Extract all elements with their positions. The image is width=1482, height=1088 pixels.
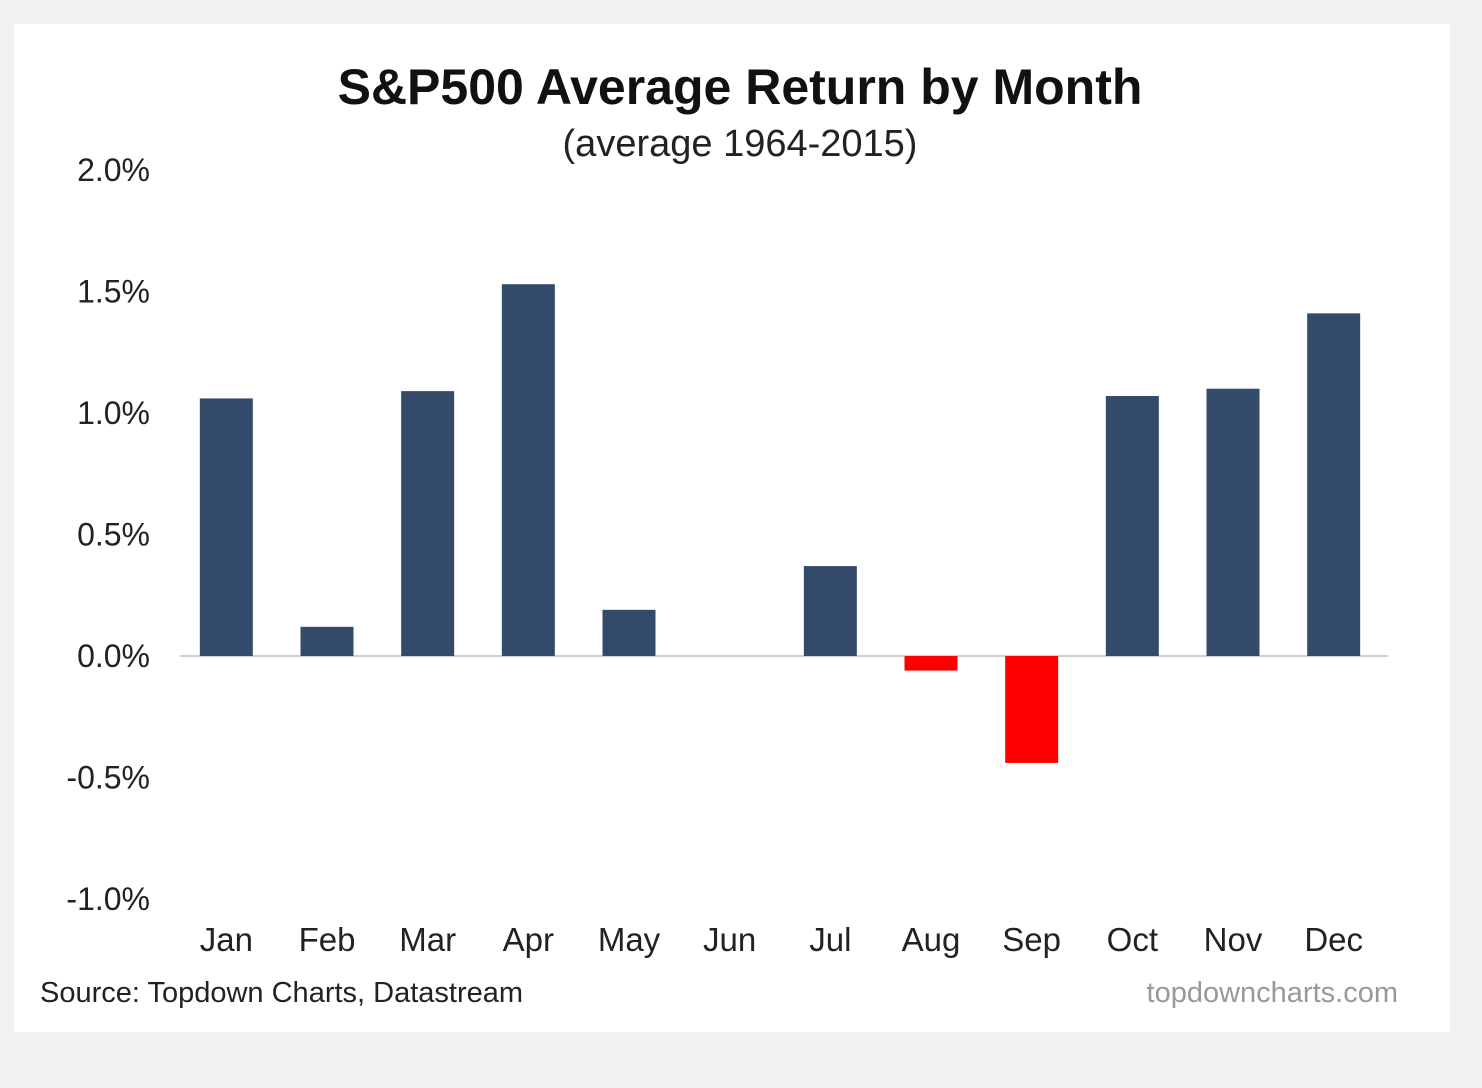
x-tick-label: Jul [809,921,851,958]
x-tick-label: Feb [299,921,356,958]
bar-feb [300,626,354,656]
bar-dec [1307,313,1361,656]
bar-aug [904,656,958,671]
watermark-text: topdowncharts.com [1147,977,1398,1009]
chart-subtitle: (average 1964-2015) [563,123,918,165]
x-tick-label: Mar [399,921,456,958]
bar-oct [1105,395,1159,656]
bar-apr [501,284,555,656]
y-tick-label: 1.5% [77,274,150,310]
x-tick-label: Sep [1002,921,1061,958]
x-tick-label: Nov [1204,921,1263,958]
y-tick-label: 0.5% [77,517,150,553]
bar-mar [401,391,455,656]
chart-title: S&P500 Average Return by Month [338,59,1143,115]
bar-sep [1005,656,1059,763]
bar-jul [803,566,857,656]
y-tick-label: -1.0% [66,881,150,917]
x-tick-label: Oct [1107,921,1158,958]
x-tick-label: Dec [1304,921,1363,958]
x-tick-label: Aug [902,921,961,958]
x-tick-label: Jan [200,921,253,958]
y-tick-label: -0.5% [66,760,150,796]
bar-jan [199,398,253,656]
bar-nov [1206,388,1260,656]
x-tick-label: May [598,921,661,958]
x-tick-label: Apr [503,921,554,958]
y-tick-label: 0.0% [77,638,150,674]
y-tick-label: 1.0% [77,395,150,431]
y-tick-label: 2.0% [77,152,150,188]
bar-may [602,609,656,656]
source-note: Source: Topdown Charts, Datastream [40,977,523,1009]
x-tick-label: Jun [703,921,756,958]
